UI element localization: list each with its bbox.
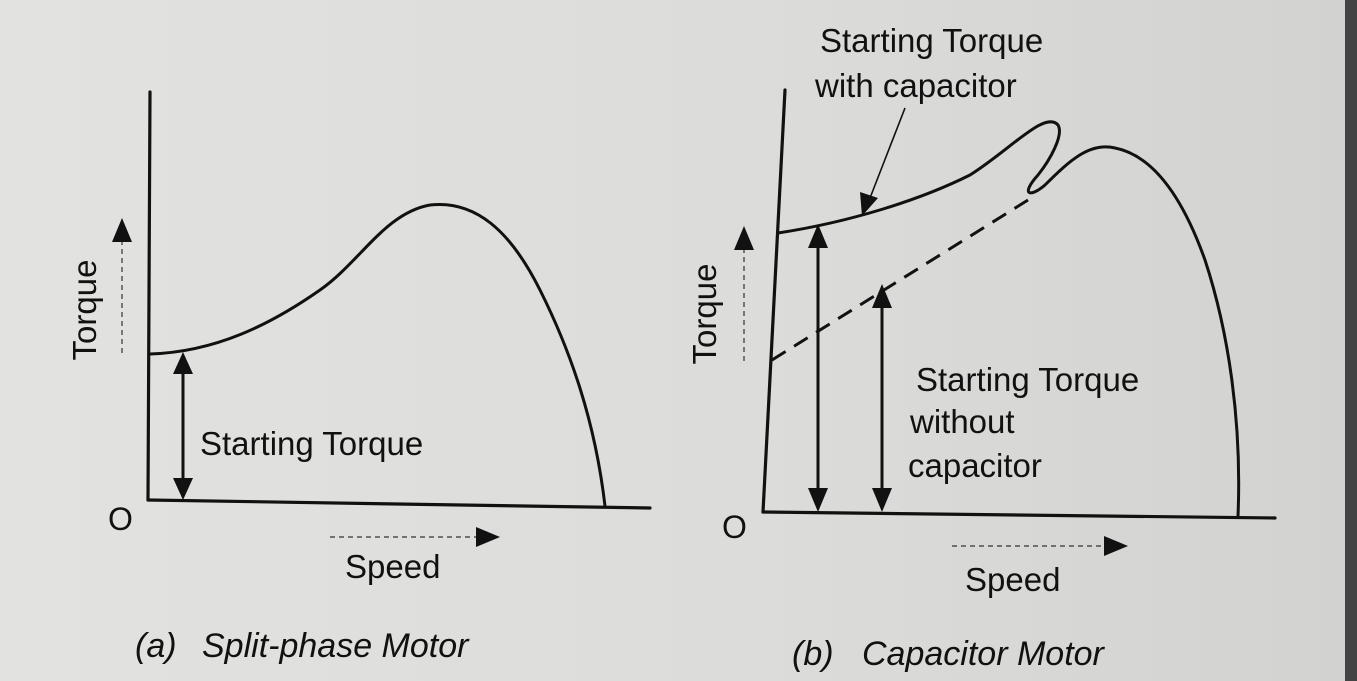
page-edge-shadow — [1345, 0, 1357, 681]
panel-b-torque-curve-without-capacitor — [771, 198, 1029, 362]
panel-b-caption-letter: (b) — [792, 635, 834, 673]
panel-b-without-capacitor-label-line3: capacitor — [908, 447, 1042, 484]
panel-a-x-axis — [146, 498, 652, 510]
panel-b-starting-torque-without-arrow — [872, 284, 892, 512]
panel-a-split-phase: Torque Speed O Starting Torque (a) Split… — [66, 90, 652, 665]
panel-b-without-capacitor-label-line1: Starting Torque — [916, 361, 1139, 398]
panel-b-capacitor: Torque Speed O Starting Torque with capa… — [686, 22, 1277, 673]
panel-b-speed-direction-arrow — [952, 536, 1128, 556]
panel-b-without-capacitor-label-line2: without — [909, 403, 1015, 440]
panel-b-x-axis — [761, 510, 1277, 520]
panel-a-x-axis-label: Speed — [345, 548, 440, 585]
panel-b-y-axis — [761, 88, 787, 514]
panel-b-starting-torque-with-arrow — [808, 224, 828, 512]
panel-b-torque-direction-arrow — [734, 226, 754, 362]
panel-b-x-axis-label: Speed — [965, 561, 1060, 598]
panel-a-starting-torque-arrow — [173, 352, 193, 500]
panel-a-starting-torque-label: Starting Torque — [200, 425, 423, 462]
panel-b-origin-label: O — [722, 509, 747, 545]
panel-a-speed-direction-arrow — [330, 527, 500, 547]
panel-b-pointer-arrow — [860, 107, 906, 216]
panel-b-with-capacitor-label-line2: with capacitor — [814, 67, 1017, 104]
panel-a-torque-direction-arrow — [112, 218, 132, 355]
panel-a-origin-label: O — [108, 501, 133, 537]
panel-a-caption-letter: (a) — [135, 627, 177, 665]
panel-a-y-axis — [146, 90, 152, 502]
panel-b-y-axis-label: Torque — [686, 264, 723, 365]
panel-a-y-axis-label: Torque — [66, 260, 103, 361]
panel-b-caption-title: Capacitor Motor — [862, 635, 1106, 673]
panel-b-with-capacitor-label-line1: Starting Torque — [820, 22, 1043, 59]
panel-a-torque-curve — [148, 202, 607, 508]
panel-b-torque-curve-with-capacitor — [776, 120, 1241, 518]
panel-a-caption-title: Split-phase Motor — [202, 627, 470, 665]
